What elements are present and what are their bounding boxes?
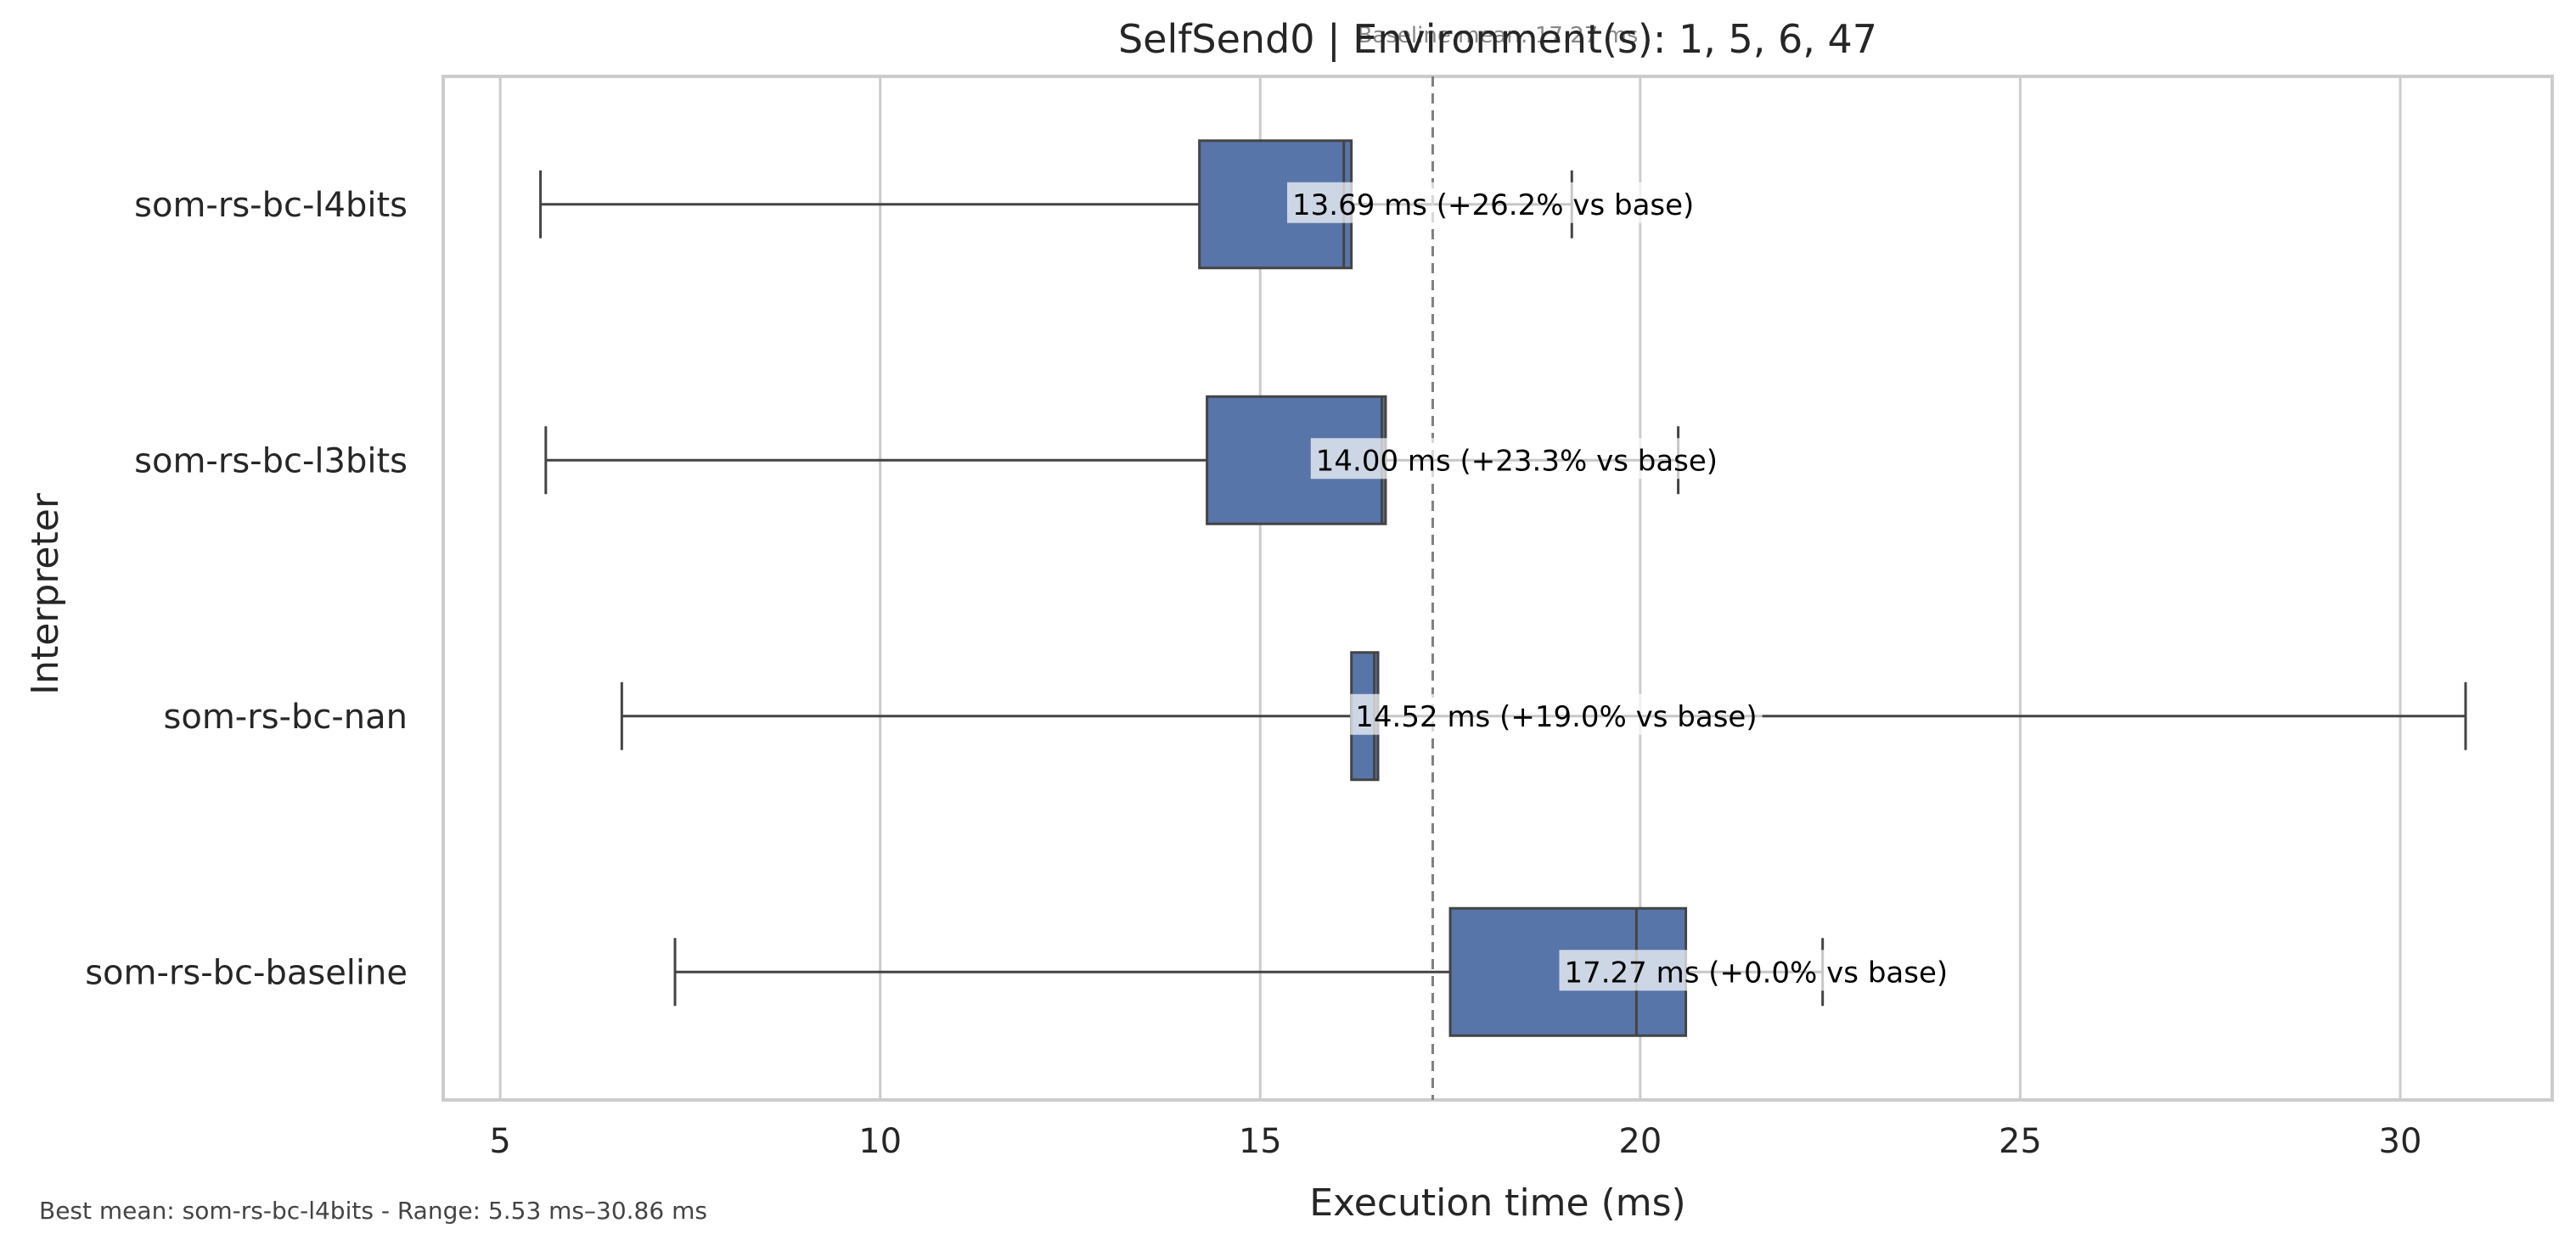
y-category-label: som-rs-bc-baseline: [85, 953, 408, 992]
y-category-label: som-rs-bc-nan: [164, 698, 408, 737]
chart-title: SelfSend0 | Environment(s): 1, 5, 6, 47: [1118, 16, 1877, 63]
y-axis-label: Interpreter: [24, 492, 67, 695]
plot-area-frame: [442, 75, 2554, 1102]
y-category-labels: som-rs-bc-l4bits som-rs-bc-l3bits som-rs-b…: [85, 186, 408, 993]
mean-label: 13.69 ms (+26.2% vs base): [1292, 188, 1694, 222]
mean-label: 14.52 ms (+19.0% vs base): [1355, 700, 1757, 734]
mean-label-som-rs-bc-l3bits: 14.00 ms (+23.3% vs base): [1310, 438, 1724, 480]
mean-label-som-rs-bc-nan: 14.52 ms (+19.0% vs base): [1350, 693, 1763, 735]
box-series: [539, 139, 2467, 1037]
mean-label-background: [1559, 950, 1954, 991]
mean-label-background: [1287, 182, 1700, 223]
y-category-label: som-rs-bc-l4bits: [134, 186, 408, 225]
mean-label: 14.00 ms (+23.3% vs base): [1316, 444, 1718, 478]
mean-labels: 13.69 ms (+26.2% vs base) 14.00 ms (+23.3…: [1287, 182, 1954, 991]
x-axis-label: Execution time (ms): [1309, 1181, 1685, 1225]
mean-label-background: [1310, 438, 1724, 480]
x-tick-label: 25: [1999, 1122, 2042, 1161]
y-category-label: som-rs-bc-l3bits: [134, 441, 408, 480]
x-tick-label: 30: [2379, 1122, 2422, 1161]
x-tick-label: 10: [858, 1122, 902, 1161]
mean-label: 17.27 ms (+0.0% vs base): [1564, 956, 1948, 990]
x-tick-label: 5: [489, 1122, 510, 1161]
mean-label-background: [1350, 693, 1763, 735]
footer-note: Best mean: som-rs-bc-l4bits - Range: 5.5…: [39, 1197, 707, 1225]
x-tick-label: 15: [1239, 1122, 1282, 1161]
x-tick-labels: 5 10 15 20 25 30: [489, 1122, 2421, 1161]
mean-label-som-rs-bc-l4bits: 13.69 ms (+26.2% vs base): [1287, 182, 1700, 223]
chart-subtitle: Baseline mean: 17.27 ms: [1358, 23, 1639, 48]
mean-label-som-rs-bc-baseline: 17.27 ms (+0.0% vs base): [1559, 950, 1954, 991]
x-tick-label: 20: [1618, 1122, 1662, 1161]
